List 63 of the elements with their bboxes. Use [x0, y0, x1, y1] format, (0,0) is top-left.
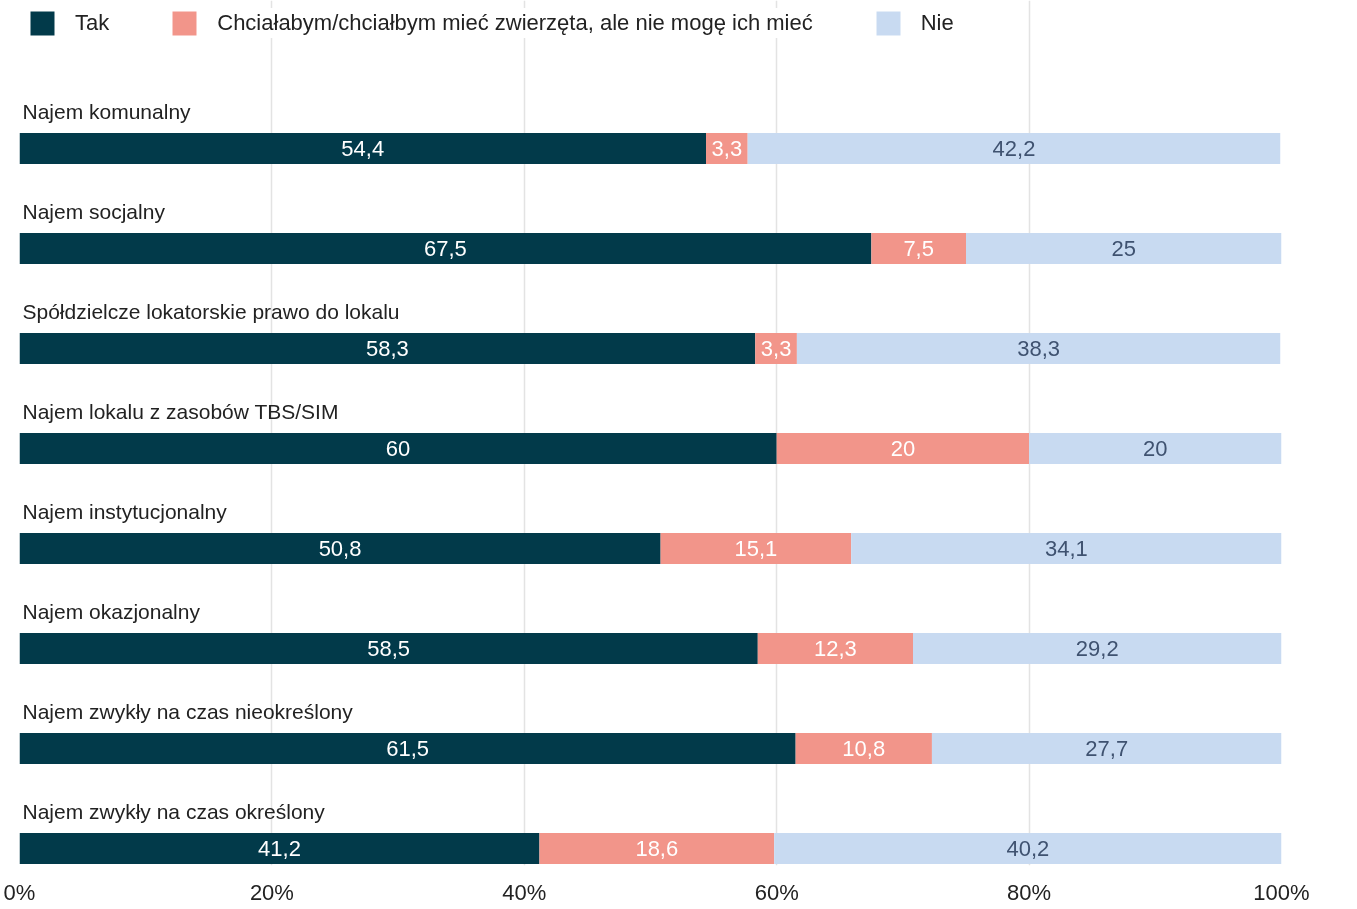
- y-tick-label: Najem lokalu z zasobów TBS/SIM: [22, 400, 339, 423]
- data-label: 25: [1111, 236, 1136, 261]
- y-tick-label: Najem socjalny: [22, 200, 166, 223]
- bar: [931, 733, 1282, 764]
- data-label: 7,5: [903, 236, 934, 261]
- y-tick-label: Najem instytucjonalny: [22, 500, 228, 523]
- data-label: 38,3: [1017, 336, 1060, 361]
- legend-label: Nie: [920, 10, 954, 36]
- data-label: 54,4: [341, 136, 385, 161]
- data-label: 3,3: [760, 336, 792, 361]
- bar: [795, 733, 932, 764]
- bar: [1029, 433, 1282, 464]
- bar: [19, 533, 661, 564]
- data-label: 42,2: [992, 136, 1036, 161]
- bar: [796, 333, 1281, 364]
- data-label: 50,8: [318, 536, 362, 561]
- data-label: 67,5: [424, 236, 467, 261]
- data-label: 27,7: [1085, 736, 1129, 761]
- bar: [966, 233, 1282, 264]
- bar: [774, 833, 1282, 864]
- bar: [19, 233, 872, 264]
- data-label: 58,5: [367, 636, 411, 661]
- y-tick-label: Najem zwykły na czas nieokreślony: [22, 700, 354, 723]
- bar: [871, 233, 966, 264]
- y-tick-label: Najem zwykły na czas określony: [22, 800, 326, 823]
- data-label: 61,5: [386, 736, 429, 761]
- data-label: 15,1: [734, 536, 778, 561]
- bar: [19, 733, 796, 764]
- bar: [19, 333, 756, 364]
- data-label: 41,2: [258, 836, 301, 861]
- data-label: 58,3: [365, 336, 409, 361]
- y-tick-label: Spółdzielcze lokatorskie prawo do lokalu: [22, 300, 400, 323]
- data-label: 34,1: [1044, 536, 1088, 561]
- x-tick-label: 60%: [754, 879, 799, 905]
- y-tick-label: Najem komunalny: [22, 100, 192, 123]
- x-tick-label: 80%: [1007, 879, 1052, 905]
- data-label: 18,6: [635, 836, 679, 861]
- x-tick-label: 100%: [1253, 879, 1310, 905]
- bar: [19, 133, 707, 164]
- bar: [776, 433, 1030, 464]
- bar: [19, 433, 777, 464]
- bar: [539, 833, 775, 864]
- bar: [747, 133, 1281, 164]
- data-label: 12,3: [813, 636, 857, 661]
- data-label: 29,2: [1075, 636, 1119, 661]
- bar: [19, 833, 540, 864]
- data-label: 40,2: [1006, 836, 1050, 861]
- x-tick-label: 40%: [502, 879, 547, 905]
- y-tick-label: Najem okazjonalny: [22, 600, 201, 623]
- data-label: 3,3: [711, 136, 743, 161]
- x-tick-label: 0%: [3, 879, 36, 905]
- bar: [19, 633, 758, 664]
- data-label: 60: [385, 436, 411, 461]
- legend-label: Tak: [75, 10, 110, 36]
- bar: [913, 633, 1282, 664]
- bar: [851, 533, 1282, 564]
- legend-label: Chciałabym/chciałbym mieć zwierzęta, ale nie mogę ich mieć: [217, 10, 813, 36]
- bar: [757, 633, 913, 664]
- bar: [660, 533, 852, 564]
- data-label: 20: [890, 436, 916, 461]
- data-label: 10,8: [842, 736, 886, 761]
- x-tick-label: 20%: [249, 879, 294, 905]
- data-label: 20: [1143, 436, 1168, 461]
